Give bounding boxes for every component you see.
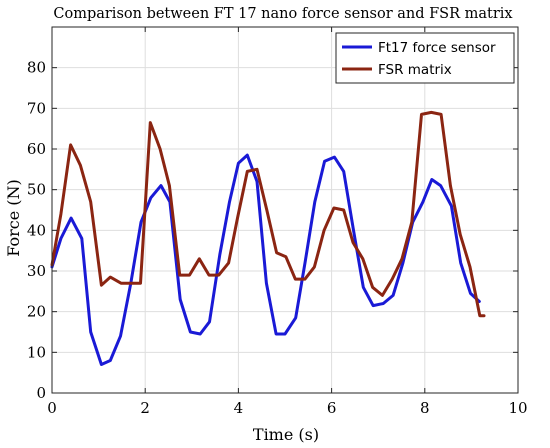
y-tick-label-7: 70	[27, 99, 46, 117]
legend-box	[335, 32, 515, 84]
axis-ticks: 0 2 4 6 8 10 0 10 20 30 40 50 60 70 80	[27, 27, 528, 417]
y-tick-label-5: 50	[27, 181, 46, 199]
y-tick-label-2: 20	[27, 303, 46, 321]
y-tick-label-0: 0	[36, 384, 46, 402]
chart-title: Comparison between FT 17 nano force sens…	[53, 6, 512, 22]
y-tick-label-3: 30	[27, 262, 46, 280]
series-line-1	[50, 110, 486, 318]
grid-lines	[52, 27, 518, 393]
y-axis-label: Force (N)	[4, 179, 23, 257]
y-tick-label-4: 40	[27, 221, 46, 239]
x-tick-label-4: 8	[420, 399, 430, 417]
y-tick-label-6: 60	[27, 140, 46, 158]
legend: Ft17 force sensor FSR matrix	[335, 32, 515, 84]
series-lines	[50, 110, 486, 366]
legend-label-1: FSR matrix	[378, 62, 452, 78]
x-tick-label-5: 10	[508, 399, 527, 417]
x-tick-label-2: 4	[234, 399, 244, 417]
x-tick-label-0: 0	[47, 399, 57, 417]
plot-frame	[51, 26, 519, 394]
y-tick-label-8: 80	[27, 59, 46, 77]
x-tick-label-1: 2	[140, 399, 150, 417]
x-axis-label: Time (s)	[253, 425, 319, 444]
y-tick-label-1: 10	[27, 343, 46, 361]
x-tick-label-3: 6	[327, 399, 337, 417]
legend-label-0: Ft17 force sensor	[378, 40, 496, 56]
